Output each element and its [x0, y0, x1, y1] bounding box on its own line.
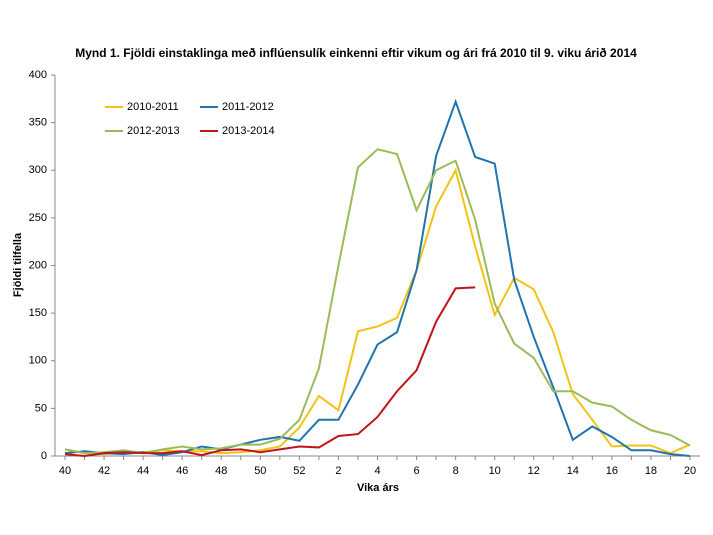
- series-line: [64, 286, 476, 458]
- series-line: [64, 167, 691, 456]
- x-tick-label: 14: [567, 465, 579, 477]
- chart-title: Mynd 1. Fjöldi einstaklinga með inflúens…: [75, 46, 637, 60]
- y-tick-label: 300: [29, 164, 47, 176]
- x-tick-label: 10: [489, 465, 501, 477]
- y-axis-label: Fjöldi tilfella: [12, 232, 24, 297]
- y-tick-label: 250: [29, 212, 47, 224]
- y-tick-label: 50: [35, 402, 47, 414]
- x-tick-label: 20: [684, 465, 696, 477]
- series-line: [64, 148, 691, 455]
- y-tick-label: 150: [29, 307, 47, 319]
- x-tick-label: 40: [59, 465, 71, 477]
- x-tick-label: 44: [137, 465, 149, 477]
- x-tick-label: 42: [98, 465, 110, 477]
- x-tick-label: 8: [453, 465, 459, 477]
- x-tick-label: 2: [335, 465, 341, 477]
- x-tick-label: 46: [176, 465, 188, 477]
- series-line: [64, 98, 691, 457]
- x-tick-label: 4: [374, 465, 380, 477]
- x-tick-label: 48: [215, 465, 227, 477]
- y-tick-label: 350: [29, 117, 47, 129]
- x-tick-label: 12: [528, 465, 540, 477]
- legend-label: 2012-2013: [127, 125, 180, 137]
- legend-label: 2013-2014: [222, 125, 275, 137]
- x-tick-label: 50: [254, 465, 266, 477]
- y-tick-label: 100: [29, 355, 47, 367]
- x-tick-label: 18: [645, 465, 657, 477]
- x-tick-label: 6: [414, 465, 420, 477]
- y-tick-label: 0: [41, 450, 47, 462]
- legend-label: 2010-2011: [127, 101, 179, 113]
- x-tick-label: 52: [293, 465, 305, 477]
- x-tick-label: 16: [606, 465, 618, 477]
- legend-label: 2011-2012: [222, 101, 274, 113]
- y-tick-label: 200: [29, 259, 47, 271]
- x-axis-label: Vika árs: [357, 482, 399, 494]
- y-tick-label: 400: [29, 69, 47, 81]
